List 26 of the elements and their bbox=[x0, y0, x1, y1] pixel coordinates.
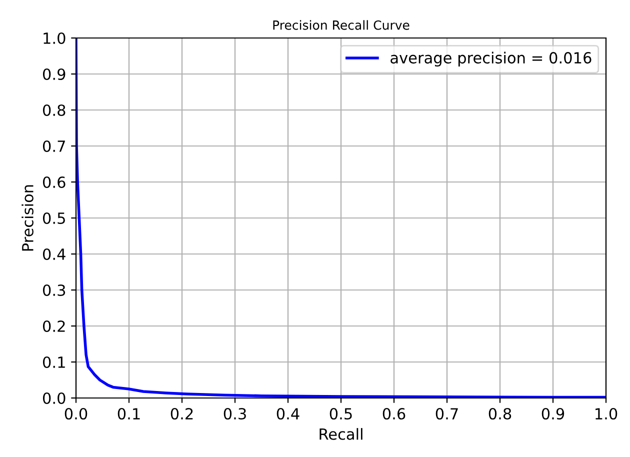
y-tick-label: 0.2 bbox=[42, 320, 65, 332]
y-tick-label: 0.9 bbox=[42, 68, 66, 80]
y-axis-title: Precision bbox=[22, 185, 34, 251]
x-tick-label: 0.7 bbox=[436, 408, 458, 420]
x-tick-label: 0.9 bbox=[542, 408, 564, 420]
x-tick-label: 0.0 bbox=[64, 408, 88, 420]
y-tick-label: 0.8 bbox=[42, 104, 66, 116]
y-tick-label: 0.1 bbox=[42, 356, 65, 368]
y-tick-label: 0.7 bbox=[42, 140, 65, 152]
x-axis-title: Recall bbox=[320, 428, 362, 440]
y-tick-label: 1.0 bbox=[44, 32, 66, 44]
y-tick-label: 0.5 bbox=[42, 212, 65, 224]
y-tick-label: 0.4 bbox=[42, 248, 66, 260]
x-tick-label: 1.0 bbox=[596, 408, 618, 420]
legend-label: average precision = 0.016 bbox=[390, 52, 592, 67]
x-tick-label: 0.4 bbox=[276, 408, 300, 420]
y-tick-label: 0.0 bbox=[42, 392, 66, 404]
x-tick-label: 0.3 bbox=[224, 408, 246, 420]
y-tick-label: 0.3 bbox=[42, 284, 66, 296]
y-tick-label: 0.6 bbox=[42, 176, 66, 188]
x-tick-label: 0.2 bbox=[170, 408, 193, 420]
x-tick-label: 0.1 bbox=[118, 408, 140, 420]
x-tick-label: 0.6 bbox=[382, 408, 406, 420]
chart-title: Precision Recall Curve bbox=[273, 20, 410, 30]
x-tick-label: 0.8 bbox=[488, 408, 512, 420]
x-tick-label: 0.5 bbox=[330, 408, 352, 420]
